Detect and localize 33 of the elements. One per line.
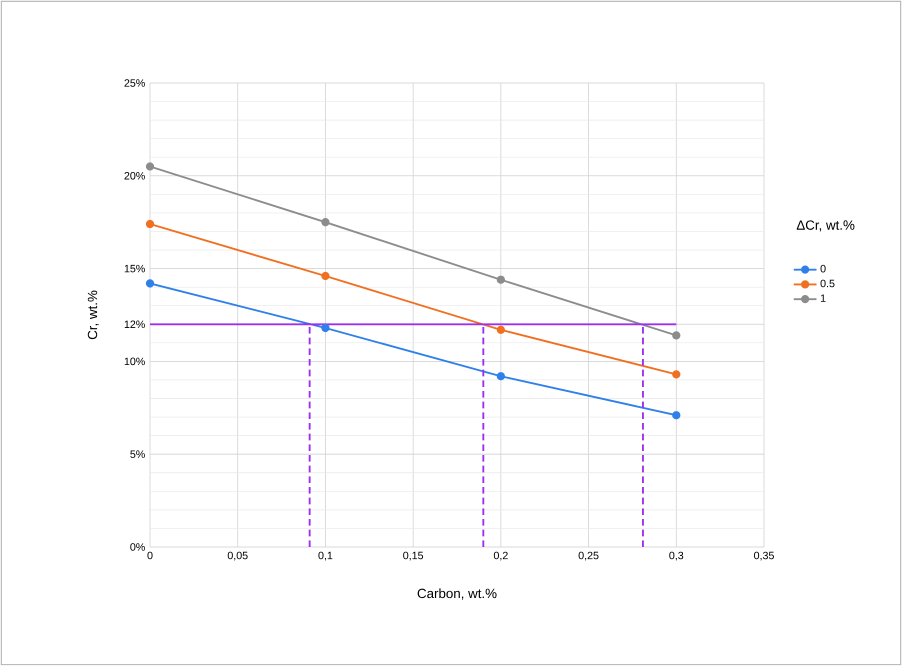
- legend-label: 1: [820, 294, 826, 302]
- y-axis-title: Cr, wt.%: [88, 290, 99, 340]
- point: [496, 326, 505, 334]
- point: [672, 411, 680, 420]
- x-tick-label: 0,15: [403, 552, 424, 560]
- point: [496, 372, 505, 380]
- x-tick-label: 0,35: [754, 552, 774, 560]
- legend-label: 0: [820, 264, 826, 272]
- point: [496, 276, 505, 284]
- x-tick-label: 0,1: [318, 552, 332, 560]
- point: [321, 272, 330, 280]
- legend-label: 0.5: [820, 280, 834, 288]
- point: [672, 331, 680, 340]
- point: [146, 162, 154, 171]
- y-tick-label: 15%: [124, 264, 145, 272]
- x-axis-title: Carbon, wt.%: [418, 588, 497, 600]
- x-tick-label: 0,25: [578, 552, 598, 560]
- y-tick-label: 20%: [124, 172, 145, 180]
- y-tick-label: 0%: [130, 543, 145, 551]
- y-tick-label: 5%: [130, 450, 145, 458]
- point: [321, 324, 330, 332]
- x-tick-label: 0: [147, 552, 153, 560]
- point: [146, 279, 154, 288]
- y-tick-label: 12%: [124, 320, 145, 328]
- y-tick-label: 10%: [124, 358, 145, 366]
- x-tick-label: 0,2: [494, 552, 508, 560]
- y-tick-label: 25%: [124, 79, 145, 87]
- legend-title: ΔCr, wt.%: [796, 220, 854, 232]
- point: [146, 220, 154, 228]
- point: [672, 370, 680, 379]
- x-tick-label: 0,05: [228, 552, 248, 560]
- point: [321, 218, 330, 226]
- x-tick-label: 0,3: [669, 552, 684, 560]
